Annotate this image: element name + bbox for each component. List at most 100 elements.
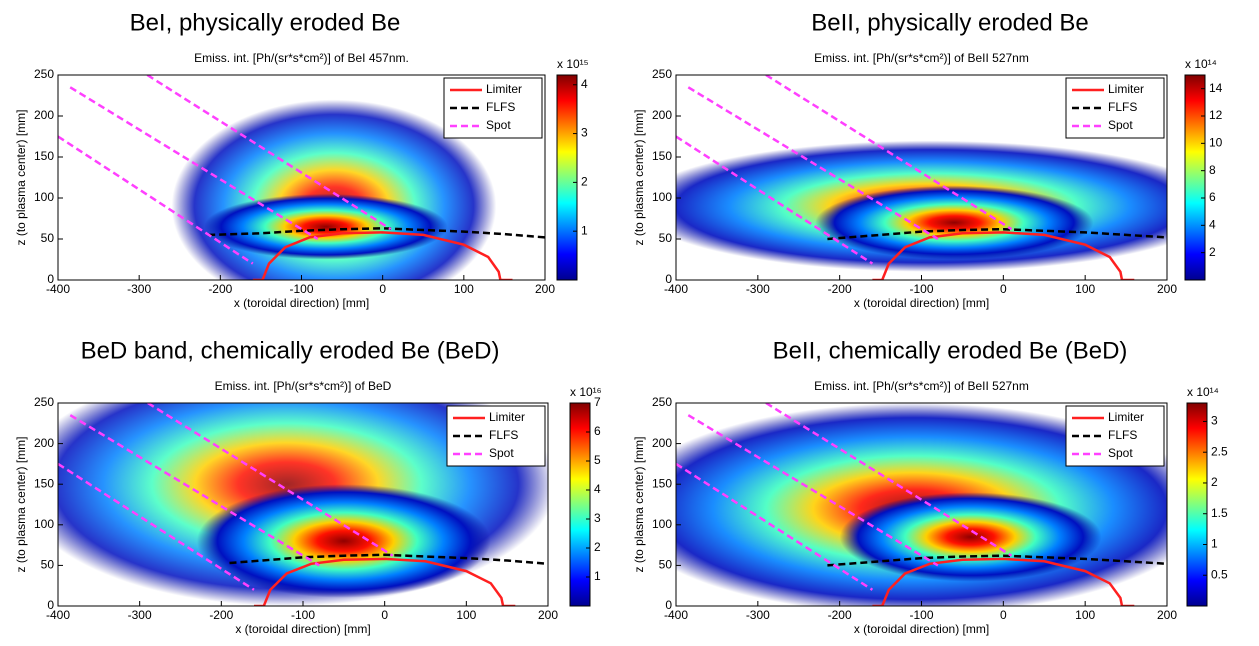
- colorbar-tick-label: 3: [581, 126, 588, 140]
- series-line: [58, 75, 392, 265]
- legend-box: [443, 77, 543, 139]
- y-tick-label: 0: [47, 598, 54, 612]
- legend-box: [446, 405, 546, 467]
- x-tick-label: -100: [291, 608, 315, 622]
- x-tick-label: 200: [538, 608, 558, 622]
- panel: BeII, chemically eroded Be (BeD) Emiss. i…: [632, 337, 1228, 636]
- y-tick-label: 50: [659, 558, 673, 572]
- panel-heading: BeII, physically eroded Be: [811, 9, 1089, 36]
- series-line: [872, 557, 1135, 606]
- panel-heading: BeD band, chemically eroded Be (BeD): [81, 337, 500, 364]
- colorbar-multiplier: x 10¹⁵: [557, 57, 589, 71]
- x-axis-label: x (toroidal direction) [mm]: [234, 296, 369, 310]
- series-line: [252, 231, 513, 280]
- y-axis-label: z (to plasma center) [mm]: [14, 109, 28, 245]
- panel: BeI, physically eroded Be Emiss. int. [Ph…: [14, 9, 589, 310]
- colorbar-tick-label: 3: [1211, 414, 1218, 428]
- y-tick-label: 150: [652, 149, 672, 163]
- x-tick-label: 100: [456, 608, 476, 622]
- x-tick-label: 200: [535, 282, 555, 296]
- legend-label: FLFS: [489, 428, 518, 442]
- y-tick-label: 100: [34, 517, 54, 531]
- y-tick-label: 50: [41, 231, 55, 245]
- plot-title: Emiss. int. [Ph/(sr*s*cm²)] of BeI 457nm…: [194, 51, 409, 65]
- y-tick-label: 150: [652, 476, 672, 490]
- colorbar-tick-label: 14: [1209, 81, 1223, 95]
- series-line: [229, 553, 548, 566]
- legend-label: FLFS: [1108, 100, 1137, 114]
- colorbar-tick-label: 1: [594, 569, 601, 583]
- x-tick-label: 200: [1157, 608, 1177, 622]
- plot-title: Emiss. int. [Ph/(sr*s*cm²)] of BeII 527n…: [814, 379, 1029, 393]
- x-tick-label: -200: [828, 282, 852, 296]
- colorbar: [1186, 402, 1208, 607]
- x-tick-label: 0: [381, 608, 388, 622]
- colorbar-tick-label: 1: [581, 223, 588, 237]
- emission-blob: [815, 185, 1094, 260]
- colorbar-tick-label: 4: [581, 77, 588, 91]
- emission-image: [676, 403, 1167, 606]
- legend-label: Limiter: [1108, 82, 1144, 96]
- y-axis-label: z (to plasma center) [mm]: [632, 109, 646, 245]
- y-tick-label: 100: [652, 517, 672, 531]
- colorbar-tick-label: 2: [581, 175, 588, 189]
- x-axis-label: x (toroidal direction) [mm]: [854, 296, 989, 310]
- x-tick-label: -200: [828, 608, 852, 622]
- colorbar-tick-label: 6: [594, 424, 601, 438]
- y-tick-label: 100: [34, 190, 54, 204]
- panel: BeD band, chemically eroded Be (BeD) Emis…: [14, 337, 602, 636]
- x-tick-label: -400: [46, 282, 70, 296]
- y-tick-label: 200: [34, 108, 54, 122]
- legend-label: Spot: [489, 446, 514, 460]
- emission-image: [58, 403, 548, 606]
- x-tick-label: -100: [289, 282, 313, 296]
- legend-label: Spot: [1108, 118, 1133, 132]
- x-tick-label: 0: [1000, 282, 1007, 296]
- y-axis-label: z (to plasma center) [mm]: [14, 436, 28, 572]
- x-tick-label: -300: [127, 282, 151, 296]
- colorbar-tick-label: 2: [1211, 475, 1218, 489]
- colorbar-tick-label: 2: [594, 540, 601, 554]
- y-tick-label: 0: [665, 598, 672, 612]
- x-axis-label: x (toroidal direction) [mm]: [235, 622, 370, 636]
- panel: BeII, physically eroded Be Emiss. int. [P…: [632, 9, 1223, 310]
- emission-blob: [196, 484, 491, 598]
- colorbar-tick-label: 7: [594, 395, 601, 409]
- series-line: [676, 75, 1013, 265]
- series-line: [58, 403, 394, 591]
- y-axis-label: z (to plasma center) [mm]: [632, 436, 646, 572]
- legend-box: [1065, 405, 1165, 467]
- y-tick-label: 150: [34, 476, 54, 490]
- y-tick-label: 250: [652, 67, 672, 81]
- colorbar-tick-label: 1: [1211, 537, 1218, 551]
- legend-label: Spot: [1108, 446, 1133, 460]
- x-tick-label: 0: [1000, 608, 1007, 622]
- panel-heading: BeII, chemically eroded Be (BeD): [773, 337, 1128, 364]
- colorbar-multiplier: x 10¹⁴: [1185, 57, 1217, 71]
- legend-label: FLFS: [1108, 428, 1137, 442]
- series-line: [872, 231, 1135, 280]
- legend-box: [1065, 77, 1165, 139]
- y-tick-label: 150: [34, 149, 54, 163]
- y-tick-label: 50: [41, 558, 55, 572]
- colorbar-tick-label: 3: [594, 511, 601, 525]
- colorbar-tick-label: 10: [1209, 136, 1223, 150]
- legend-label: FLFS: [486, 100, 515, 114]
- plot-frame: [57, 74, 546, 281]
- x-tick-label: -300: [746, 608, 770, 622]
- colorbar-tick-label: 1.5: [1211, 506, 1228, 520]
- x-tick-label: 100: [454, 282, 474, 296]
- y-tick-label: 0: [47, 272, 54, 286]
- y-tick-label: 200: [652, 436, 672, 450]
- series-line: [827, 227, 1167, 241]
- colorbar-multiplier: x 10¹⁴: [1187, 385, 1219, 399]
- x-tick-label: -400: [46, 608, 70, 622]
- plot-frame: [675, 402, 1168, 607]
- series-line: [827, 554, 1167, 567]
- legend-label: Spot: [486, 118, 511, 132]
- plot-frame: [57, 402, 549, 607]
- colorbar-tick-label: 6: [1209, 190, 1216, 204]
- colorbar-tick-label: 8: [1209, 163, 1216, 177]
- legend-label: Limiter: [489, 410, 525, 424]
- colorbar: [569, 402, 591, 607]
